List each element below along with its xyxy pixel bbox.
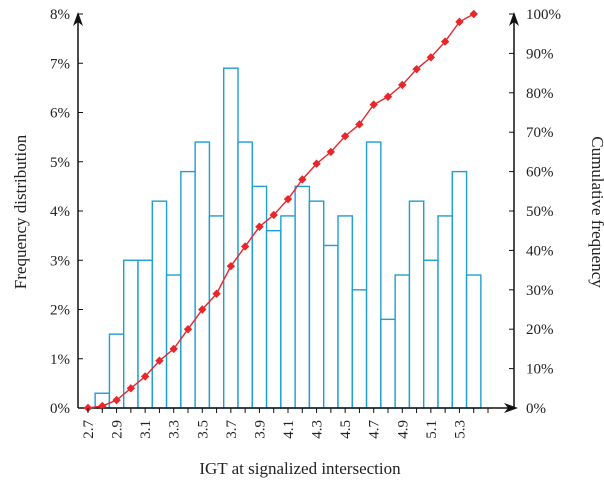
x-tick-label: 4.1: [281, 420, 297, 439]
bar: [437, 215, 453, 409]
bar: [294, 185, 311, 409]
frequency-bars: [94, 67, 482, 409]
cumulative-point: [155, 356, 164, 365]
x-tick-label: 5.3: [452, 420, 468, 439]
cumulative-point: [98, 401, 107, 411]
bar: [265, 229, 282, 409]
cumulative-point: [126, 384, 136, 393]
bar: [423, 259, 439, 409]
cumulative-point: [240, 242, 250, 251]
cumulative-point: [183, 325, 193, 334]
y-tick-label-right: 10%: [526, 362, 554, 378]
bar: [137, 259, 153, 409]
y-tick-label-left: 3%: [50, 253, 70, 269]
cumulative-point: [269, 210, 278, 220]
x-tick-label: 3.5: [195, 420, 211, 439]
cumulative-point: [455, 17, 464, 27]
ticks: 0% 1% 2% 3% 4% 5% 6% 7% 8% 0% 10% 20% 30% 40% 50% 60% 70…: [50, 7, 561, 439]
y-tick-label-right: 40%: [526, 243, 554, 259]
cumulative-point: [226, 261, 236, 271]
y-tick-label-right: 80%: [526, 86, 554, 102]
cumulative-point: [355, 120, 364, 129]
cumulative-point: [469, 9, 478, 19]
bar: [351, 289, 368, 409]
y-axis-left-arrow: [73, 12, 83, 26]
y-tick-label-left: 1%: [50, 352, 70, 368]
bar: [237, 141, 253, 409]
x-tick-label: 4.9: [395, 420, 411, 439]
bar: [323, 244, 339, 409]
bar: [208, 215, 225, 409]
y-tick-label-left: 8%: [50, 7, 70, 23]
cumulative-point: [440, 37, 450, 46]
y-tick-label-right: 70%: [526, 125, 554, 141]
cumulative-point: [255, 222, 264, 231]
x-axis-title: IGT at signalized intersection: [199, 459, 401, 478]
y-tick-label-left: 4%: [50, 204, 70, 220]
x-tick-label: 5.1: [424, 420, 440, 439]
cumulative-point: [426, 53, 436, 62]
bar: [223, 67, 239, 409]
y-tick-label-left: 2%: [50, 303, 70, 319]
cumulative-point: [283, 194, 293, 204]
bar: [180, 170, 196, 409]
cumulative-point: [298, 175, 307, 184]
bar: [194, 141, 211, 409]
cumulative-point: [383, 92, 393, 101]
bar: [251, 185, 268, 409]
cumulative-point: [398, 80, 407, 90]
y-tick-label-right: 100%: [526, 7, 561, 23]
bar: [394, 274, 411, 409]
cumulative-point: [412, 64, 421, 74]
y-tick-label-left: 7%: [50, 56, 70, 72]
bar: [380, 318, 396, 409]
x-tick-label: 3.3: [167, 420, 183, 439]
y-axis-title-left: Frequency distribution: [11, 134, 30, 289]
cumulative-point: [212, 289, 221, 298]
y-axis-right-arrow: [509, 12, 519, 26]
cumulative-line-path: [87, 13, 475, 409]
cumulative-line: [83, 9, 478, 413]
x-tick-label: 3.7: [224, 420, 240, 439]
x-tick-label: 3.9: [252, 420, 268, 439]
cumulative-point: [112, 395, 121, 405]
cumulative-point: [369, 100, 378, 109]
cumulative-point: [340, 131, 350, 141]
cumulative-point: [169, 344, 178, 354]
x-tick-label: 4.3: [310, 420, 326, 439]
cumulative-point: [140, 372, 150, 381]
bar: [365, 141, 382, 409]
y-tick-label-right: 30%: [526, 283, 554, 299]
x-tick-label: 2.7: [81, 420, 97, 439]
y-tick-label-right: 0%: [526, 401, 546, 417]
y-tick-label-right: 50%: [526, 204, 554, 220]
x-tick-label: 4.7: [367, 420, 383, 439]
y-tick-label-left: 6%: [50, 106, 70, 122]
y-tick-label-left: 0%: [50, 401, 70, 417]
cumulative-point: [198, 305, 207, 314]
cumulative-point: [326, 147, 336, 157]
y-tick-label-right: 90%: [526, 46, 554, 62]
x-tick-label: 3.1: [138, 420, 154, 439]
bar: [465, 274, 482, 409]
bar: [151, 200, 168, 409]
cumulative-point: [312, 159, 321, 168]
bar: [280, 215, 296, 409]
y-tick-label-right: 60%: [526, 165, 554, 181]
bar: [337, 215, 353, 409]
bar: [408, 200, 425, 409]
y-tick-label-left: 5%: [50, 155, 70, 171]
bar: [451, 170, 468, 409]
bar: [308, 200, 325, 409]
x-tick-label: 4.5: [338, 420, 354, 439]
y-tick-label-right: 20%: [526, 322, 554, 338]
y-axis-title-right: Cumulative frequency: [588, 136, 604, 288]
x-tick-label: 2.9: [110, 420, 126, 439]
